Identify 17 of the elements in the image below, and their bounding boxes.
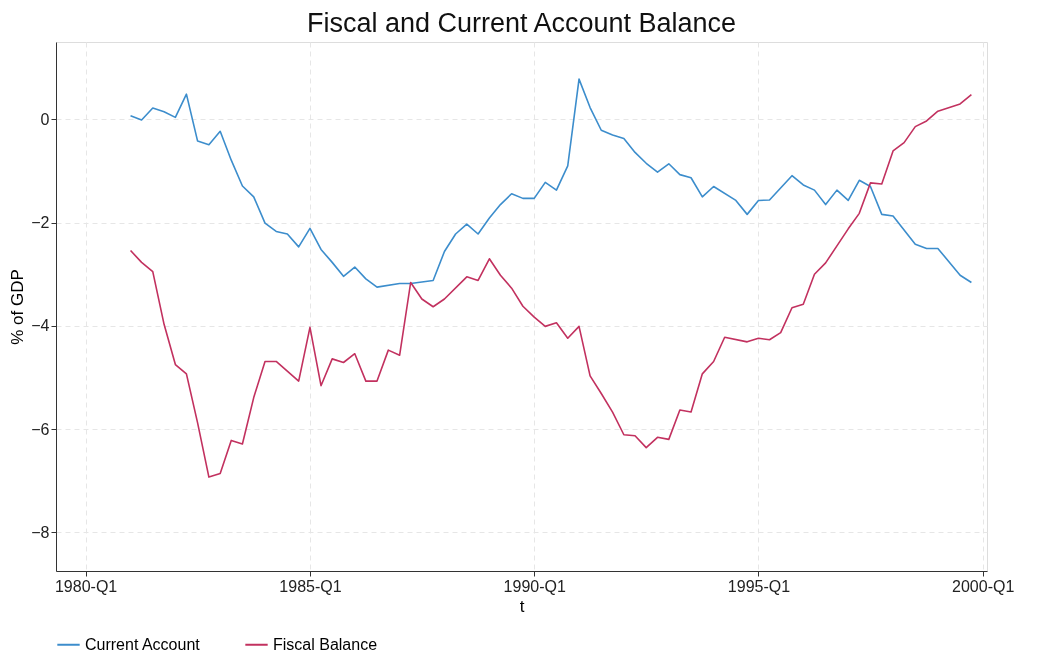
y-tick-label: −2	[31, 214, 50, 232]
line-series	[129, 78, 973, 288]
y-axis-title: % of GDP	[8, 269, 28, 345]
x-tick-label: 1980-Q1	[54, 577, 118, 595]
x-tick-label: 1985-Q1	[279, 577, 342, 595]
legend-label: Current Account	[85, 635, 201, 653]
line-series	[129, 93, 973, 478]
y-tick-label: −8	[31, 523, 50, 541]
chart-title: Fiscal and Current Account Balance	[306, 8, 737, 38]
y-tick-label: 0	[40, 110, 50, 128]
x-tick-label: 1990-Q1	[503, 577, 566, 595]
y-tick-label: −4	[31, 317, 50, 335]
legend-label: Fiscal Balance	[273, 635, 378, 653]
x-tick-label: 1995-Q1	[727, 577, 791, 595]
x-tick-label: 2000-Q1	[952, 577, 1015, 595]
y-tick-label: −6	[31, 420, 50, 438]
x-axis-title: t	[519, 596, 525, 616]
